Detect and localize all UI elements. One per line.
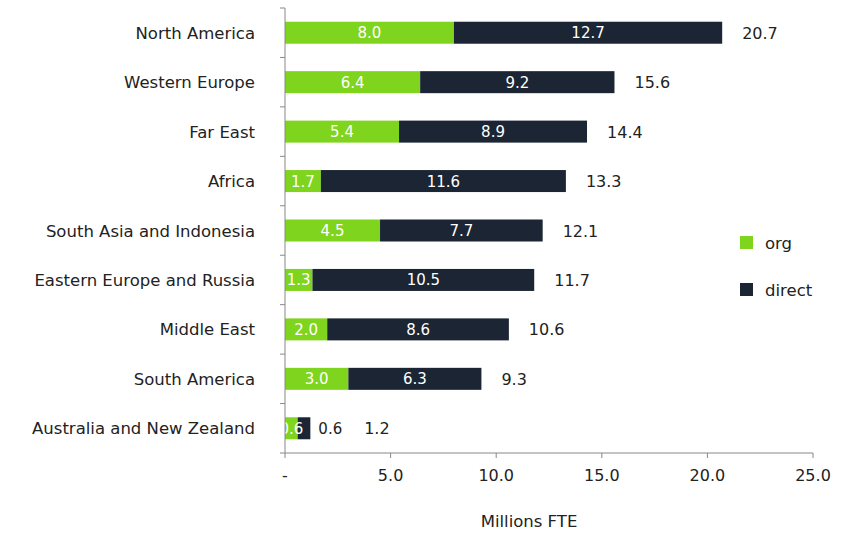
category-tick [280, 106, 285, 107]
total-label: 9.3 [501, 370, 526, 389]
category-label: Eastern Europe and Russia [34, 271, 255, 290]
total-label: 13.3 [586, 172, 622, 191]
category-tick [280, 57, 285, 58]
data-label: 6.4 [341, 74, 365, 92]
bar-segment [285, 22, 454, 44]
bar-segment [285, 121, 399, 143]
bar-segment [399, 121, 587, 143]
bar-segment [348, 368, 481, 390]
x-tick [601, 453, 602, 458]
x-axis-label: Millions FTE [481, 512, 578, 531]
category-tick [280, 156, 285, 157]
x-tick-label: 5.0 [378, 466, 403, 485]
legend-label: direct [765, 281, 813, 300]
category-tick [280, 354, 285, 355]
bar-segment [380, 220, 543, 242]
x-tick-label: 15.0 [584, 466, 620, 485]
legend-swatch [740, 236, 753, 249]
total-label: 12.1 [563, 222, 599, 241]
legend: org direct [740, 234, 813, 300]
legend-label: org [765, 234, 792, 253]
data-label: 0.6 [279, 420, 303, 438]
x-tick [390, 453, 391, 458]
data-label: 8.6 [406, 321, 430, 339]
data-label: 5.4 [330, 123, 354, 141]
category-label: Middle East [160, 320, 256, 339]
data-label: 1.7 [291, 173, 315, 191]
data-label: 11.6 [427, 173, 460, 191]
x-tick [813, 453, 814, 458]
x-axis [285, 453, 813, 454]
data-label: 8.0 [358, 24, 382, 42]
bar-segment [285, 220, 380, 242]
chart: 8.0 12.7 20.7 6.4 9.2 15.6 5.4 8.9 14.4 1.7 11.6 13… [0, 0, 850, 533]
data-label: 10.5 [407, 271, 440, 289]
total-label: 14.4 [607, 123, 643, 142]
total-label: 1.2 [364, 419, 389, 438]
category-label: South America [134, 370, 255, 389]
bars [285, 22, 722, 440]
x-tick [496, 453, 497, 458]
x-tick [707, 453, 708, 458]
data-label: 9.2 [505, 74, 529, 92]
category-label: South Asia and Indonesia [46, 222, 255, 241]
category-label: Western Europe [124, 73, 255, 92]
bar-segment [285, 71, 420, 93]
category-tick [280, 255, 285, 256]
category-label: Africa [208, 172, 255, 191]
category-tick [280, 205, 285, 206]
category-label: North America [136, 24, 255, 43]
x-tick-label: 20.0 [690, 466, 726, 485]
total-label: 20.7 [742, 24, 778, 43]
bar-segment [312, 269, 534, 291]
total-label: 10.6 [529, 320, 565, 339]
data-label: 8.9 [481, 123, 505, 141]
category-tick [280, 304, 285, 305]
category-tick [280, 403, 285, 404]
bar-segment [285, 368, 348, 390]
data-label: 4.5 [321, 222, 345, 240]
bar-segment [285, 170, 321, 192]
data-label: 12.7 [571, 24, 604, 42]
x-tick-label: 10.0 [478, 466, 514, 485]
category-tick [280, 453, 285, 454]
category-tick [280, 8, 285, 9]
labels: 8.0 12.7 20.7 6.4 9.2 15.6 5.4 8.9 14.4 1.7 11.6 13… [279, 24, 777, 439]
bar-segment [420, 71, 614, 93]
bar-segment [285, 269, 312, 291]
y-axis [285, 8, 286, 453]
bar-segment [454, 22, 722, 44]
x-tick-label: - [282, 466, 288, 485]
data-label: 3.0 [305, 370, 329, 388]
data-label: 2.0 [294, 321, 318, 339]
category-label: Australia and New Zealand [32, 419, 255, 438]
total-label: 11.7 [554, 271, 590, 290]
bar-segment [321, 170, 566, 192]
x-tick-label: 25.0 [795, 466, 831, 485]
data-label: 0.6 [318, 420, 342, 438]
category-label: Far East [189, 123, 255, 142]
bar-segment [285, 318, 327, 340]
bar-segment [327, 318, 509, 340]
legend-swatch [740, 283, 753, 296]
total-label: 15.6 [634, 73, 670, 92]
data-label: 6.3 [403, 370, 427, 388]
x-tick [285, 453, 286, 458]
data-label: 7.7 [449, 222, 473, 240]
data-label: 1.3 [287, 271, 311, 289]
